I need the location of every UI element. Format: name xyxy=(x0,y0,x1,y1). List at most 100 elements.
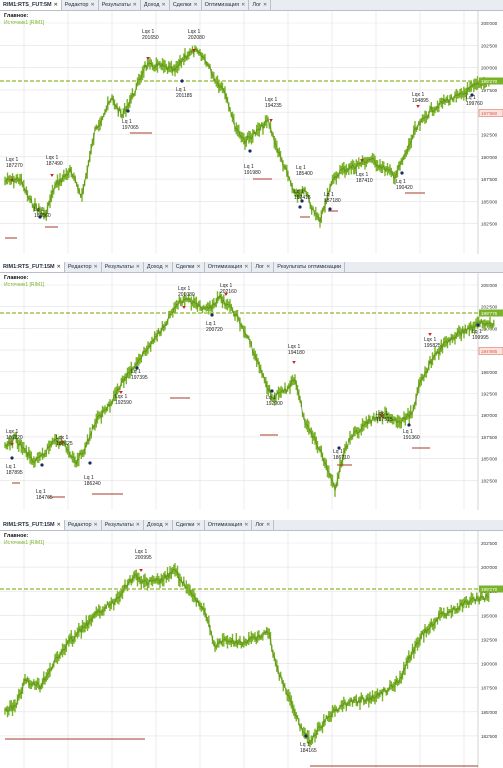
close-icon[interactable]: ✕ xyxy=(135,522,140,528)
close-icon[interactable]: ✕ xyxy=(53,2,58,8)
tab-chart[interactable]: RIM1:RTS_FUT:5M ✕ xyxy=(0,0,62,10)
trade-label: Lqx 1 xyxy=(142,29,154,35)
price-chart-svg[interactable]: 202'500200'000197'500195'000192'500190'0… xyxy=(0,531,503,768)
tab-label: Лог xyxy=(255,264,265,270)
close-icon[interactable]: ✕ xyxy=(132,2,137,8)
price-chart-svg[interactable]: 205'000202'500200'000197'500195'000192'5… xyxy=(0,11,503,254)
plot-background xyxy=(0,11,503,254)
tab-optimization[interactable]: Оптимизация ✕ xyxy=(202,0,250,10)
trade-price-label: 186220 xyxy=(6,435,23,441)
tab-chart[interactable]: RIM1:RTS_FUT:15M ✕ xyxy=(0,520,65,530)
tab-optimization[interactable]: Оптимизация ✕ xyxy=(205,520,253,530)
tab-results[interactable]: Результаты ✕ xyxy=(99,0,141,10)
buy-marker-icon xyxy=(10,456,14,460)
tab-label: Доход xyxy=(146,522,163,528)
buy-marker-icon xyxy=(304,734,308,738)
tab-log[interactable]: Лог ✕ xyxy=(252,262,275,272)
price-chart-2[interactable]: 205'000202'500200'000197'500195'000192'5… xyxy=(0,273,503,510)
tab-log[interactable]: Лог ✕ xyxy=(252,520,275,530)
y-tick-label: 195'000 xyxy=(481,370,498,375)
close-icon[interactable]: ✕ xyxy=(93,264,98,270)
tab-income[interactable]: Доход ✕ xyxy=(144,520,173,530)
tab-income[interactable]: Доход ✕ xyxy=(144,262,173,272)
tab-trades[interactable]: Сделки ✕ xyxy=(173,262,205,272)
y-tick-label: 190'000 xyxy=(481,155,498,160)
close-icon[interactable]: ✕ xyxy=(93,522,98,528)
close-icon[interactable]: ✕ xyxy=(266,522,271,528)
buy-marker-icon xyxy=(135,366,139,370)
price-chart-3[interactable]: 202'500200'000197'500195'000192'500190'0… xyxy=(0,531,503,768)
trade-label: Lq 1 xyxy=(300,742,310,748)
price-chart-1[interactable]: 205'000202'500200'000197'500195'000192'5… xyxy=(0,11,503,254)
close-icon[interactable]: ✕ xyxy=(263,2,268,8)
trade-price-label: 200995 xyxy=(135,555,152,561)
trade-price-label: 187625 xyxy=(56,441,73,447)
buy-marker-icon xyxy=(407,423,411,427)
trade-price-label: 187180 xyxy=(324,198,341,204)
price-chart-svg[interactable]: 205'000202'500200'000197'500195'000192'5… xyxy=(0,273,503,510)
tab-bar-2: RIM1:RTS_FUT:15M ✕ Редактор ✕ Результаты ✕ … xyxy=(0,262,503,273)
close-icon[interactable]: ✕ xyxy=(196,264,201,270)
buy-marker-icon xyxy=(88,461,92,465)
tab-bar-3: RIM1:RTS_FUT:15M ✕ Редактор ✕ Результаты ✕ … xyxy=(0,520,503,531)
trade-label: Lq 1 xyxy=(472,329,482,335)
close-icon[interactable]: ✕ xyxy=(164,522,169,528)
trade-label: Lq 1 xyxy=(36,489,46,495)
price-line xyxy=(4,293,495,491)
close-icon[interactable]: ✕ xyxy=(244,264,249,270)
close-icon[interactable]: ✕ xyxy=(193,2,198,8)
trade-label: Lqx 1 xyxy=(376,411,388,417)
sell-marker-icon xyxy=(380,415,384,418)
tab-label: Сделки xyxy=(172,2,192,8)
tab-log[interactable]: Лог ✕ xyxy=(249,0,272,10)
close-icon[interactable]: ✕ xyxy=(241,2,246,8)
close-icon[interactable]: ✕ xyxy=(161,2,166,8)
close-icon[interactable]: ✕ xyxy=(56,264,61,270)
trade-price-label: 200720 xyxy=(206,327,223,333)
close-icon[interactable]: ✕ xyxy=(196,522,201,528)
chart-panel-3: RIM1:RTS_FUT:15M ✕ Редактор ✕ Результаты ✕ … xyxy=(0,520,503,768)
trade-label: Lq 1 xyxy=(466,95,476,101)
buy-marker-icon xyxy=(300,199,304,203)
red-price-label: 194'985 xyxy=(481,349,498,354)
trade-label: Lqx 1 xyxy=(6,429,18,435)
close-icon[interactable]: ✕ xyxy=(135,264,140,270)
close-icon[interactable]: ✕ xyxy=(266,264,271,270)
tab-editor[interactable]: Редактор ✕ xyxy=(62,0,99,10)
tab-editor[interactable]: Редактор ✕ xyxy=(65,262,102,272)
tab-optimization[interactable]: Оптимизация ✕ xyxy=(205,262,253,272)
close-icon[interactable]: ✕ xyxy=(164,264,169,270)
tab-label: Оптимизация xyxy=(204,2,240,8)
tab-editor[interactable]: Редактор ✕ xyxy=(65,520,102,530)
tab-label: RIM1:RTS_FUT:15M xyxy=(3,264,55,270)
trade-price-label: 187270 xyxy=(6,163,23,169)
buy-marker-icon xyxy=(476,323,480,327)
tab-trades[interactable]: Сделки ✕ xyxy=(170,0,202,10)
trade-price-label: 187490 xyxy=(46,161,63,167)
current-price-tag xyxy=(479,309,503,317)
trade-label: Lq 1 xyxy=(403,429,413,435)
y-tick-label: 202'500 xyxy=(481,541,498,546)
tab-label: Результаты оптимизации xyxy=(277,264,342,270)
close-icon[interactable]: ✕ xyxy=(56,522,61,528)
buy-marker-icon xyxy=(470,93,474,97)
close-icon[interactable]: ✕ xyxy=(244,522,249,528)
tab-results[interactable]: Результаты ✕ xyxy=(102,520,144,530)
trade-label: Lq 1 xyxy=(333,449,343,455)
tab-label: RIM1:RTS_FUT:5M xyxy=(3,2,52,8)
trade-label: Lqx 1 xyxy=(135,549,147,555)
trade-price-label: 194895 xyxy=(412,98,429,104)
tab-results[interactable]: Результаты ✕ xyxy=(102,262,144,272)
trade-label: Lqx 1 xyxy=(265,97,277,103)
tab-income[interactable]: Доход ✕ xyxy=(141,0,170,10)
y-tick-label: 192'500 xyxy=(481,637,498,642)
trade-price-label: 199760 xyxy=(466,101,483,107)
trade-label: Lqx 1 xyxy=(178,286,190,292)
close-icon[interactable]: ✕ xyxy=(90,2,95,8)
trade-label: Lq 1 xyxy=(6,464,16,470)
tab-label: RIM1:RTS_FUT:15M xyxy=(3,522,55,528)
tab-optimization-results[interactable]: Результаты оптимизации xyxy=(274,262,346,272)
tab-trades[interactable]: Сделки ✕ xyxy=(173,520,205,530)
trade-price-label: 195825 xyxy=(424,343,441,349)
tab-chart[interactable]: RIM1:RTS_FUT:15M ✕ xyxy=(0,262,65,272)
